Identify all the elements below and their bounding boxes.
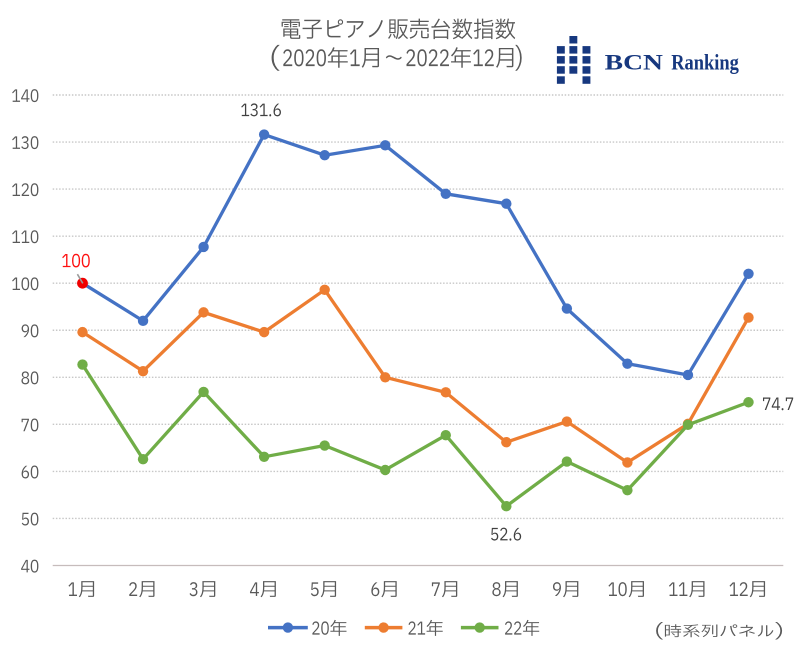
svg-text:Ranking: Ranking xyxy=(671,49,739,74)
svg-text:BCN: BCN xyxy=(605,49,663,74)
